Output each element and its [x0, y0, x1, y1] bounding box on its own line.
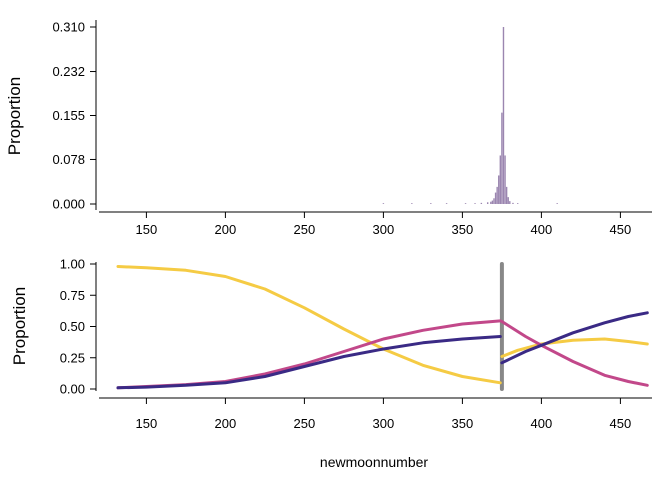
- histogram-bar: [494, 192, 497, 204]
- histogram-bar: [504, 155, 506, 204]
- histogram-bar: [502, 27, 505, 204]
- top-x-tick-label: 400: [531, 222, 553, 237]
- bottom-x-tick-label: 150: [136, 416, 158, 431]
- series-line-magenta: [500, 320, 649, 387]
- histogram-bar: [464, 203, 467, 204]
- histogram-bar: [430, 203, 432, 204]
- top-x-tick-label: 450: [610, 222, 632, 237]
- histogram-bar: [509, 201, 511, 204]
- bottom-x-tick-label: 250: [294, 416, 316, 431]
- histogram-bar: [556, 203, 558, 204]
- histogram-bar: [499, 155, 502, 204]
- top-y-axis-title: Proportion: [5, 77, 24, 155]
- histogram-bar: [491, 200, 494, 204]
- series-line-magenta: [116, 319, 502, 390]
- lines-panel: Proportion 0.00 0.25 0.50 0.75 1.00 150 200 250…: [10, 257, 652, 470]
- series-line-yellow: [500, 337, 649, 358]
- bottom-x-tick-label: 300: [373, 416, 395, 431]
- histogram-bar: [517, 203, 519, 204]
- top-y-tick-label: 0.310: [52, 20, 85, 35]
- histogram-bar: [496, 186, 498, 204]
- bottom-y-tick-label: 0.25: [60, 350, 85, 365]
- series-line-yellow: [116, 265, 502, 385]
- bottom-x-tick-label: 200: [215, 416, 237, 431]
- top-x-tick-label: 200: [215, 222, 237, 237]
- series-line-navy: [116, 335, 502, 390]
- histogram-bar: [445, 203, 448, 204]
- bottom-y-tick-label: 0.75: [60, 288, 85, 303]
- top-x-tick-label: 350: [452, 222, 474, 237]
- top-y-tick-label: 0.000: [52, 197, 85, 212]
- top-y-tick-label: 0.155: [52, 108, 85, 123]
- series-lines: [116, 265, 649, 390]
- histogram-bar: [505, 186, 508, 204]
- bottom-y-axis-title: Proportion: [10, 287, 29, 365]
- top-axes: 0.000 0.078 0.155 0.232 0.310 150 200 250 300 350…: [52, 20, 652, 237]
- histogram-bar: [490, 201, 492, 204]
- histogram-panel: Proportion 0.000 0.078 0.155 0.232 0.310 150 2…: [5, 20, 652, 237]
- series-line-navy: [500, 311, 649, 365]
- histogram-bar: [498, 175, 500, 204]
- histogram-bar: [382, 203, 385, 204]
- bottom-x-tick-label: 350: [452, 416, 474, 431]
- histogram-bar: [480, 202, 483, 204]
- top-x-tick-label: 300: [373, 222, 395, 237]
- histogram-bar: [512, 202, 514, 204]
- x-axis-title: newmoonnumber: [320, 454, 429, 470]
- histogram-bar: [474, 203, 476, 204]
- histogram-bar: [411, 203, 413, 204]
- bottom-x-tick-label: 400: [531, 416, 553, 431]
- top-x-tick-label: 250: [294, 222, 316, 237]
- histogram-bar: [507, 197, 509, 204]
- bottom-axes: 0.00 0.25 0.50 0.75 1.00 150 200 250 300 350 400 45…: [60, 257, 652, 431]
- top-y-tick-label: 0.232: [52, 64, 85, 79]
- histogram-bar: [486, 202, 489, 204]
- bottom-y-tick-label: 0.00: [60, 382, 85, 397]
- histogram-bar: [493, 198, 495, 204]
- top-y-tick-label: 0.078: [52, 152, 85, 167]
- histogram-bars: [382, 27, 558, 204]
- bottom-y-tick-label: 1.00: [60, 257, 85, 272]
- histogram-bar: [501, 112, 503, 204]
- top-x-tick-label: 150: [136, 222, 158, 237]
- bottom-y-tick-label: 0.50: [60, 319, 85, 334]
- bottom-x-tick-label: 450: [610, 416, 632, 431]
